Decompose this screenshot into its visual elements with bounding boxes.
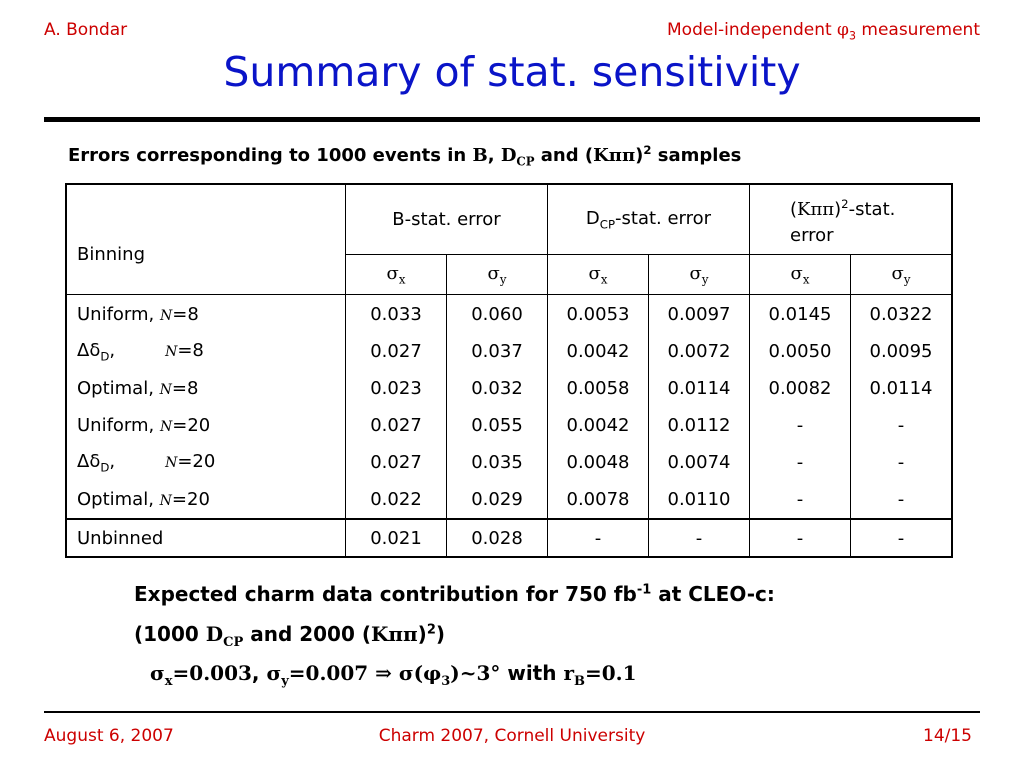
table-cell: 0.022 (345, 481, 447, 520)
table-cell: 0.0114 (648, 370, 750, 407)
table-cell: - (850, 481, 953, 520)
table-cell: - (850, 518, 953, 558)
table-cell: 0.028 (446, 518, 548, 558)
kpp-stat-header: (Kππ)2-stat. error (749, 183, 953, 255)
expected-samples-line: (1000 DCP and 2000 (Kππ)2) (134, 622, 445, 650)
dcp-stat-header: DCP-stat. error (547, 183, 750, 255)
table-cell: 0.0095 (850, 333, 953, 370)
table-cell: 0.0058 (547, 370, 649, 407)
table-cell: 0.0072 (648, 333, 750, 370)
table-cell: 0.0053 (547, 294, 649, 333)
table-cell: 0.032 (446, 370, 548, 407)
table-cell: - (648, 518, 750, 558)
table-row: Uniform, N=8 0.033 0.060 0.0053 0.0097 0.0145… (65, 294, 953, 333)
sigma-x-header: σx (345, 254, 447, 295)
table-cell: 0.0110 (648, 481, 750, 520)
table-cell: 0.0074 (648, 444, 750, 481)
table-cell: 0.060 (446, 294, 548, 333)
table-cell: 0.021 (345, 518, 447, 558)
binning-label: Uniform, N=20 (65, 407, 346, 444)
footer-divider (44, 711, 980, 713)
binning-label: Optimal, N=8 (65, 370, 346, 407)
table-cell: 0.033 (345, 294, 447, 333)
table-cell: 0.0082 (749, 370, 851, 407)
table-cell: 0.0050 (749, 333, 851, 370)
binning-label: Optimal, N=20 (65, 481, 346, 520)
table-cell: 0.0078 (547, 481, 649, 520)
table-row: Optimal, N=8 0.023 0.032 0.0058 0.0114 0.0082… (65, 370, 953, 407)
sensitivity-table: Binning B-stat. error DCP-stat. error (K… (65, 183, 953, 558)
table-cell: 0.0097 (648, 294, 750, 333)
table-cell: - (850, 444, 953, 481)
table-cell: 0.027 (345, 407, 447, 444)
table-cell: 0.0112 (648, 407, 750, 444)
binning-header: Binning (65, 183, 346, 295)
table-cell: 0.0322 (850, 294, 953, 333)
sigma-x-header: σx (547, 254, 649, 295)
table-row: ΔδD, N=20 0.027 0.035 0.0048 0.0074- - (65, 444, 953, 481)
table-cell: 0.027 (345, 444, 447, 481)
table-cell: 0.023 (345, 370, 447, 407)
table-row: Uniform, N=20 0.027 0.055 0.0042 0.0112- - (65, 407, 953, 444)
table-caption: Errors corresponding to 1000 events in B… (68, 143, 742, 169)
binning-label: ΔδD, N=20 (65, 444, 346, 481)
table-cell: - (850, 407, 953, 444)
table-row: Unbinned 0.021 0.028- - - - (65, 518, 953, 558)
table-cell: - (749, 518, 851, 558)
binning-label: ΔδD, N=8 (65, 333, 346, 370)
table-cell: 0.0114 (850, 370, 953, 407)
table-cell: 0.0042 (547, 333, 649, 370)
topic-label: Model-independent φ3 measurement (667, 20, 980, 43)
footer-venue: Charm 2007, Cornell University (378, 726, 646, 746)
table-cell: - (749, 444, 851, 481)
table-cell: 0.0048 (547, 444, 649, 481)
table-cell: - (749, 481, 851, 520)
unbinned-label: Unbinned (65, 518, 346, 558)
page-title: Summary of stat. sensitivity (223, 48, 801, 96)
table-cell: 0.035 (446, 444, 548, 481)
table-cell: 0.0042 (547, 407, 649, 444)
table-row: ΔδD, N=8 0.027 0.037 0.0042 0.0072 0.0050 0.009… (65, 333, 953, 370)
table-row: Optimal, N=20 0.022 0.029 0.0078 0.0110- - (65, 481, 953, 520)
author-label: A. Bondar (44, 20, 128, 40)
footer-date: August 6, 2007 (44, 726, 174, 746)
sigma-y-header: σy (648, 254, 750, 295)
b-stat-header: B-stat. error (345, 183, 548, 255)
sigma-x-header: σx (749, 254, 851, 295)
sigma-y-header: σy (850, 254, 953, 295)
title-divider (44, 117, 980, 122)
table-cell: 0.029 (446, 481, 548, 520)
table-cell: 0.037 (446, 333, 548, 370)
table-cell: - (749, 407, 851, 444)
page-number: 14/15 (923, 726, 972, 746)
table-cell: - (547, 518, 649, 558)
binning-label: Uniform, N=8 (65, 294, 346, 333)
sigma-y-header: σy (446, 254, 548, 295)
expected-contribution-line: Expected charm data contribution for 750… (134, 582, 775, 606)
expected-result-line: σx=0.003, σy=0.007 ⇒ σ(φ3)~3° with rB=0.… (150, 661, 637, 689)
table-cell: 0.055 (446, 407, 548, 444)
table-cell: 0.0145 (749, 294, 851, 333)
table-cell: 0.027 (345, 333, 447, 370)
